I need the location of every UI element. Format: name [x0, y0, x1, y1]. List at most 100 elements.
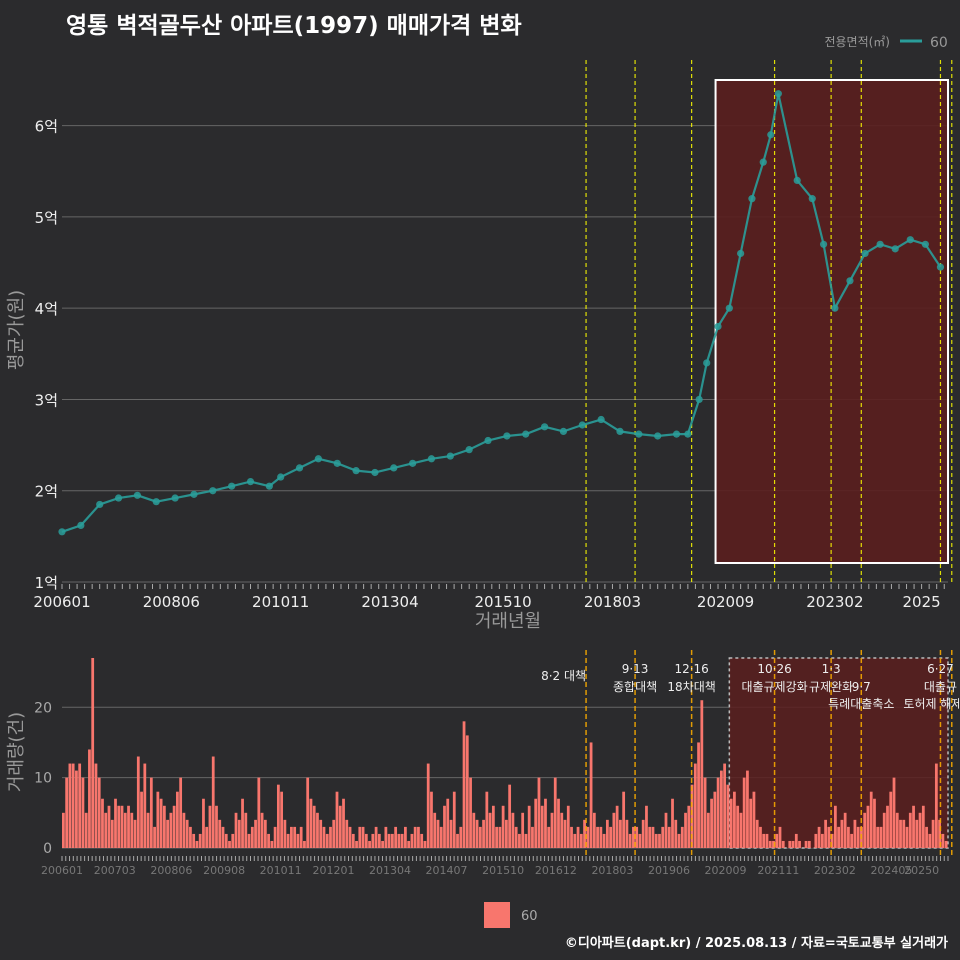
- policy-label: 10·26: [757, 662, 791, 676]
- volume-bar: [342, 798, 345, 848]
- volume-bar: [729, 798, 733, 848]
- volume-bar: [912, 805, 915, 848]
- price-point: [846, 277, 854, 285]
- volume-bar: [902, 819, 906, 848]
- price-y-tick-label: 6억: [35, 118, 58, 136]
- volume-x-tick-label: 202009: [705, 864, 747, 877]
- volume-bar: [456, 833, 459, 848]
- volume-bar: [680, 826, 684, 848]
- volume-bar: [462, 721, 466, 848]
- volume-bar: [133, 819, 137, 848]
- volume-bar: [589, 742, 593, 848]
- volume-bar: [521, 812, 525, 848]
- volume-bar: [452, 791, 456, 848]
- volume-bar: [788, 840, 792, 848]
- volume-bar: [475, 819, 479, 848]
- volume-bar: [68, 763, 72, 848]
- volume-axes: 0 10 20 200601 200703 200806 200908 201011 20120…: [6, 700, 949, 877]
- volume-bar: [915, 819, 919, 848]
- volume-bar: [534, 798, 538, 848]
- volume-bar: [537, 777, 541, 848]
- volume-bar: [420, 833, 424, 848]
- volume-bar: [107, 805, 111, 848]
- volume-bar: [895, 812, 899, 848]
- volume-bar: [843, 812, 847, 848]
- volume-bar: [185, 819, 189, 848]
- volume-bar: [531, 826, 534, 848]
- volume-bar: [149, 777, 153, 848]
- price-x-tick-label: 201510: [474, 593, 531, 611]
- price-point: [152, 498, 160, 506]
- volume-bar: [540, 805, 544, 848]
- volume-bar: [309, 798, 313, 848]
- volume-bar: [267, 833, 270, 848]
- volume-bar: [719, 770, 723, 848]
- price-x-tick-label: 201803: [584, 593, 641, 611]
- volume-bar: [752, 791, 756, 848]
- legend-title: 전용면적(㎡): [824, 35, 890, 49]
- volume-bar: [658, 833, 661, 848]
- policy-label: 1·3: [822, 662, 841, 676]
- price-point: [672, 430, 681, 438]
- volume-bar: [908, 812, 912, 848]
- price-point: [861, 249, 869, 258]
- volume-bar: [202, 798, 205, 848]
- volume-bar: [374, 826, 378, 848]
- volume-bar: [557, 798, 560, 848]
- volume-bar: [110, 819, 114, 848]
- volume-bar: [368, 840, 371, 848]
- volume-bar: [498, 826, 502, 848]
- volume-bar: [817, 826, 821, 848]
- price-x-tick-label: 2025: [903, 593, 941, 611]
- volume-bar: [94, 763, 98, 848]
- volume-bar: [329, 826, 332, 848]
- volume-bar: [283, 819, 287, 848]
- volume-bar: [648, 826, 652, 848]
- volume-bar: [654, 833, 658, 848]
- volume-bar: [355, 840, 358, 848]
- volume-bar: [615, 805, 619, 848]
- volume-bar: [280, 791, 284, 848]
- price-point: [759, 158, 767, 166]
- volume-bar: [550, 812, 554, 848]
- volume-bar: [602, 833, 606, 848]
- volume-bar: [570, 826, 573, 848]
- price-point: [77, 521, 85, 530]
- volume-bar: [62, 812, 65, 848]
- volume-bar: [605, 819, 609, 848]
- price-point: [906, 236, 914, 244]
- volume-bar: [886, 805, 889, 848]
- price-y-axis-label: 평균가(원): [6, 290, 27, 370]
- price-point: [333, 459, 341, 467]
- price-point: [371, 468, 379, 477]
- volume-x-tick-label: 201803: [591, 864, 633, 877]
- volume-bar: [179, 777, 183, 848]
- volume-bar: [443, 805, 446, 848]
- volume-bar: [215, 805, 218, 848]
- volume-bar: [263, 819, 267, 848]
- volume-bar: [778, 826, 782, 848]
- volume-bar: [925, 826, 928, 848]
- volume-bar: [674, 819, 678, 848]
- volume-bar: [351, 833, 355, 848]
- area-legend: 전용면적(㎡) 60: [824, 35, 947, 51]
- volume-bar: [495, 826, 498, 848]
- volume-bar: [195, 840, 199, 848]
- price-point: [597, 415, 605, 424]
- volume-bar: [641, 819, 645, 848]
- source-footer: ©디아파트(dapt.kr) / 2025.08.13 / 자료=국토교통부 실…: [564, 936, 948, 951]
- volume-bar: [625, 819, 629, 848]
- volume-bar: [384, 826, 388, 848]
- volume-bar: [446, 798, 450, 848]
- volume-bar: [713, 791, 717, 848]
- policy-label: 9·7: [852, 680, 871, 694]
- volume-bar: [338, 805, 342, 848]
- price-x-tick-label: 201011: [252, 593, 309, 611]
- volume-bar: [361, 826, 365, 848]
- price-point: [314, 455, 322, 463]
- price-point: [654, 432, 662, 440]
- volume-bar: [306, 777, 310, 848]
- price-y-tick-label: 1억: [35, 574, 58, 592]
- volume-bar: [820, 833, 824, 848]
- volume-bars: [62, 658, 948, 848]
